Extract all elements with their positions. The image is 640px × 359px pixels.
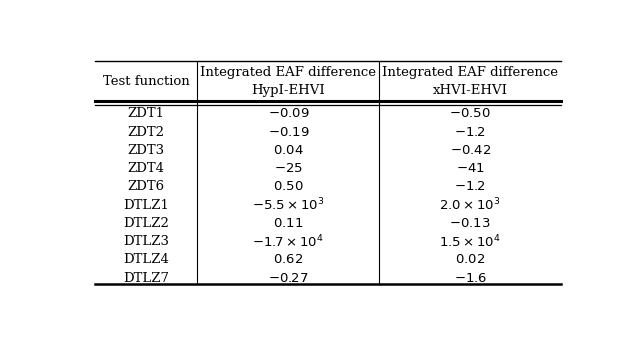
Text: $0.04$: $0.04$ (273, 144, 304, 157)
Text: $-1.6$: $-1.6$ (454, 271, 487, 285)
Text: $0.02$: $0.02$ (455, 253, 485, 266)
Text: ZDT3: ZDT3 (127, 144, 164, 157)
Text: $-1.7 \times 10^{4}$: $-1.7 \times 10^{4}$ (253, 233, 324, 250)
Text: $0.50$: $0.50$ (273, 180, 303, 194)
Text: $0.11$: $0.11$ (273, 217, 303, 230)
Text: Integrated EAF difference
HypI-EHVI: Integrated EAF difference HypI-EHVI (200, 66, 376, 97)
Text: ZDT2: ZDT2 (127, 126, 164, 139)
Text: $-0.13$: $-0.13$ (449, 217, 491, 230)
Text: $-0.09$: $-0.09$ (268, 107, 309, 120)
Text: $-0.27$: $-0.27$ (268, 271, 308, 285)
Text: $-0.42$: $-0.42$ (449, 144, 491, 157)
Text: $-1.2$: $-1.2$ (454, 180, 486, 194)
Text: DTLZ4: DTLZ4 (124, 253, 169, 266)
Text: $-0.50$: $-0.50$ (449, 107, 491, 120)
Text: ZDT6: ZDT6 (127, 180, 164, 194)
Text: $-25$: $-25$ (274, 162, 303, 175)
Text: $-5.5 \times 10^{3}$: $-5.5 \times 10^{3}$ (252, 197, 324, 213)
Text: $2.0 \times 10^{3}$: $2.0 \times 10^{3}$ (440, 197, 501, 213)
Text: DTLZ7: DTLZ7 (123, 271, 169, 285)
Text: DTLZ2: DTLZ2 (124, 217, 169, 230)
Text: DTLZ3: DTLZ3 (123, 235, 169, 248)
Text: Integrated EAF difference
xHVI-EHVI: Integrated EAF difference xHVI-EHVI (382, 66, 558, 97)
Text: $0.62$: $0.62$ (273, 253, 303, 266)
Text: $-1.2$: $-1.2$ (454, 126, 486, 139)
Text: Test function: Test function (103, 75, 189, 88)
Text: $-41$: $-41$ (456, 162, 484, 175)
Text: ZDT1: ZDT1 (127, 107, 164, 120)
Text: DTLZ1: DTLZ1 (124, 199, 169, 211)
Text: $1.5 \times 10^{4}$: $1.5 \times 10^{4}$ (440, 233, 501, 250)
Text: $-0.19$: $-0.19$ (268, 126, 309, 139)
Text: ZDT4: ZDT4 (127, 162, 164, 175)
